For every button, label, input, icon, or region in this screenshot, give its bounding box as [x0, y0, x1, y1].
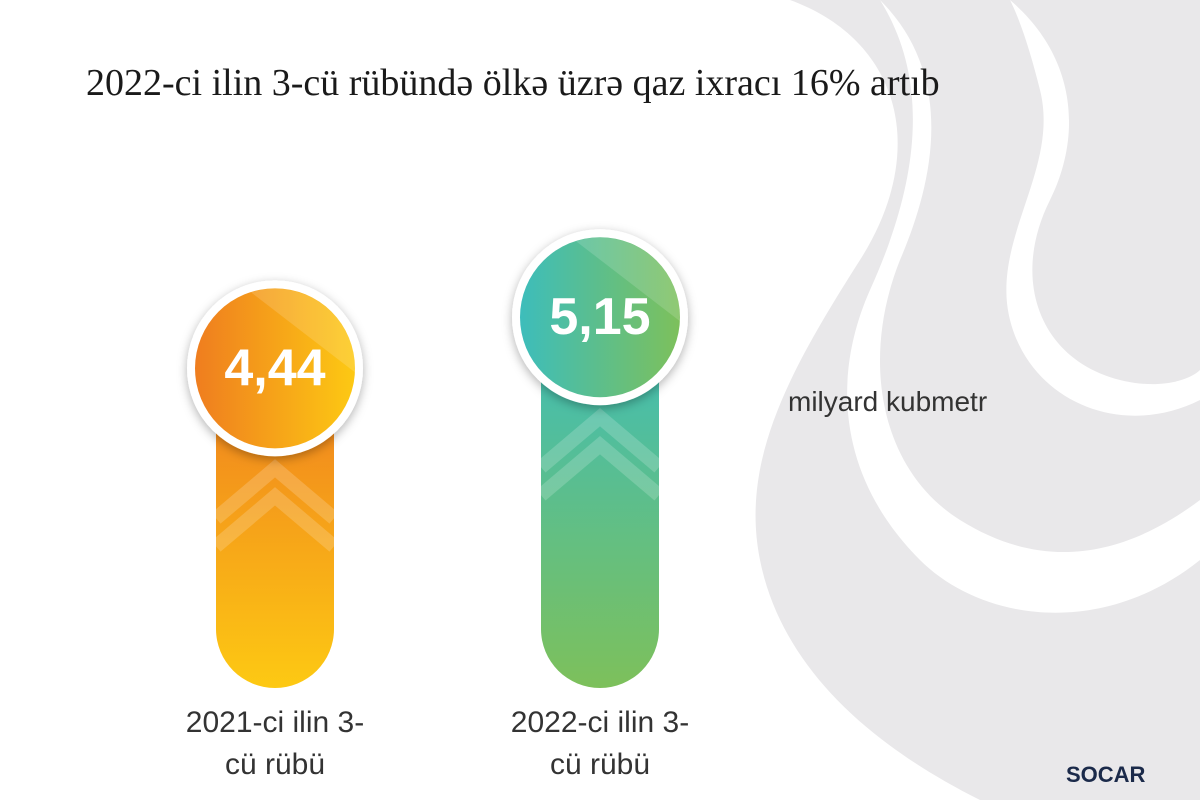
value-badge	[195, 288, 355, 449]
category-label: 2022-ci ilin 3-cü rübü	[510, 706, 690, 781]
value-label: 5,15	[549, 288, 650, 346]
bar-chevron	[536, 408, 664, 473]
bars: 4,44 5,15	[187, 229, 688, 688]
value-badge	[520, 237, 680, 398]
logo: SOCAR	[1066, 762, 1146, 787]
badge-gloss	[251, 288, 356, 373]
background-flame	[755, 0, 1200, 800]
unit-label: milyard kubmetr	[788, 386, 988, 417]
bar-chevron	[211, 487, 339, 552]
bar-chevron	[211, 459, 339, 524]
value-label: 4,44	[224, 339, 325, 397]
chart-title: 2022-ci ilin 3-cü rübündə ölkə üzrə qaz …	[86, 62, 940, 104]
bar-chevron	[536, 436, 664, 501]
category-label: 2021-ci ilin 3-cü rübü	[185, 706, 365, 781]
bar	[541, 317, 659, 688]
badge-gloss	[576, 237, 681, 322]
